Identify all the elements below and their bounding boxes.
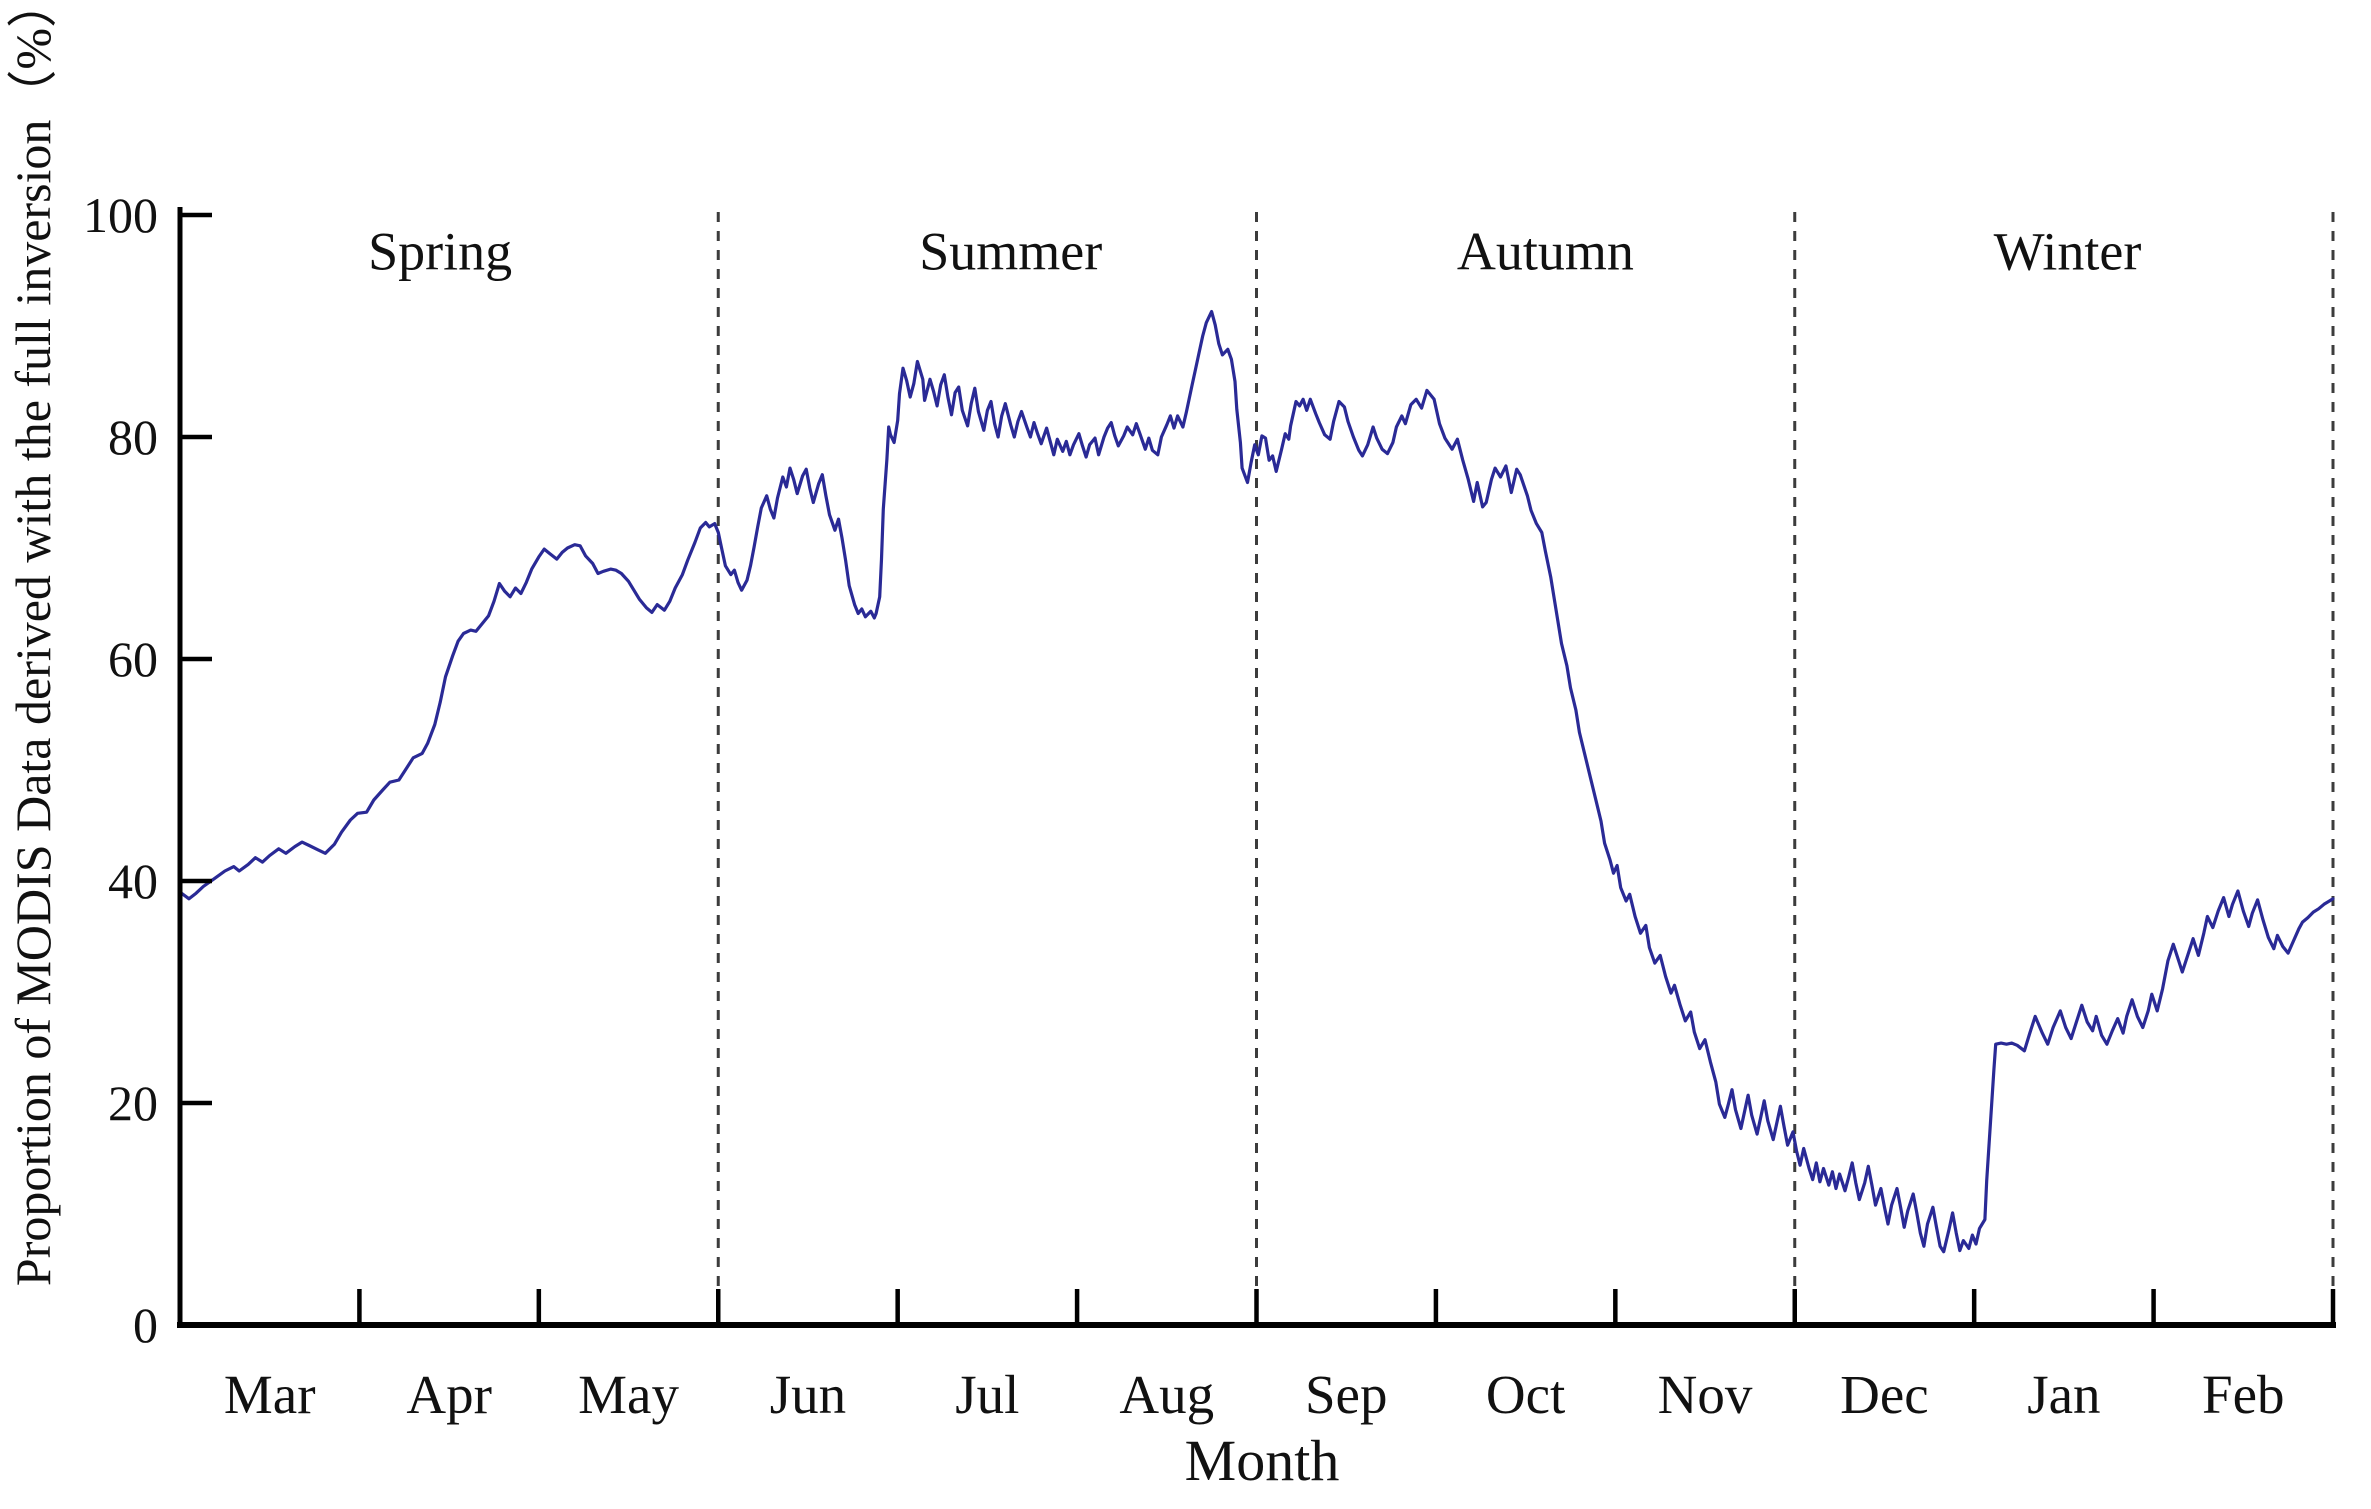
season-label-spring: Spring (368, 222, 512, 282)
y-axis-title: Proportion of MODIS Data derived with th… (5, 0, 61, 1286)
x-tick-label-jul: Jul (955, 1364, 1019, 1425)
x-tick-label-nov: Nov (1658, 1364, 1753, 1425)
data-line (178, 310, 2335, 1254)
season-label-autumn: Autumn (1457, 222, 1634, 282)
x-tick-label-jan: Jan (2027, 1364, 2100, 1425)
y-tick-label: 100 (83, 187, 158, 243)
y-tick-label: 40 (108, 853, 158, 909)
x-axis-title: Month (1185, 1428, 1340, 1493)
x-tick-label-mar: Mar (224, 1364, 316, 1425)
y-tick-label: 80 (108, 409, 158, 465)
y-tick-label: 0 (133, 1297, 158, 1353)
x-tick-label-dec: Dec (1840, 1364, 1929, 1425)
season-label-winter: Winter (1994, 222, 2142, 282)
x-tick-label-apr: Apr (406, 1364, 492, 1425)
x-tick-label-oct: Oct (1486, 1364, 1565, 1425)
x-tick-label-aug: Aug (1119, 1364, 1214, 1425)
y-tick-label: 60 (108, 631, 158, 687)
season-labels: Spring Summer Autumn Winter (368, 222, 2141, 282)
season-label-summer: Summer (919, 222, 1102, 282)
axis-tick-labels: 0 20 40 60 80 100 Mar Apr May Jun Jul Aug Sep Oct Nov D… (83, 187, 2285, 1425)
x-tick-label-feb: Feb (2202, 1364, 2285, 1425)
axis-ticks (180, 212, 2336, 1325)
x-tick-label-jun: Jun (770, 1364, 846, 1425)
x-tick-label-sep: Sep (1305, 1364, 1388, 1425)
y-tick-label: 20 (108, 1075, 158, 1131)
season-dashed-lines (716, 212, 2335, 1325)
data-series-group (178, 310, 2335, 1254)
x-tick-label-may: May (578, 1364, 679, 1425)
